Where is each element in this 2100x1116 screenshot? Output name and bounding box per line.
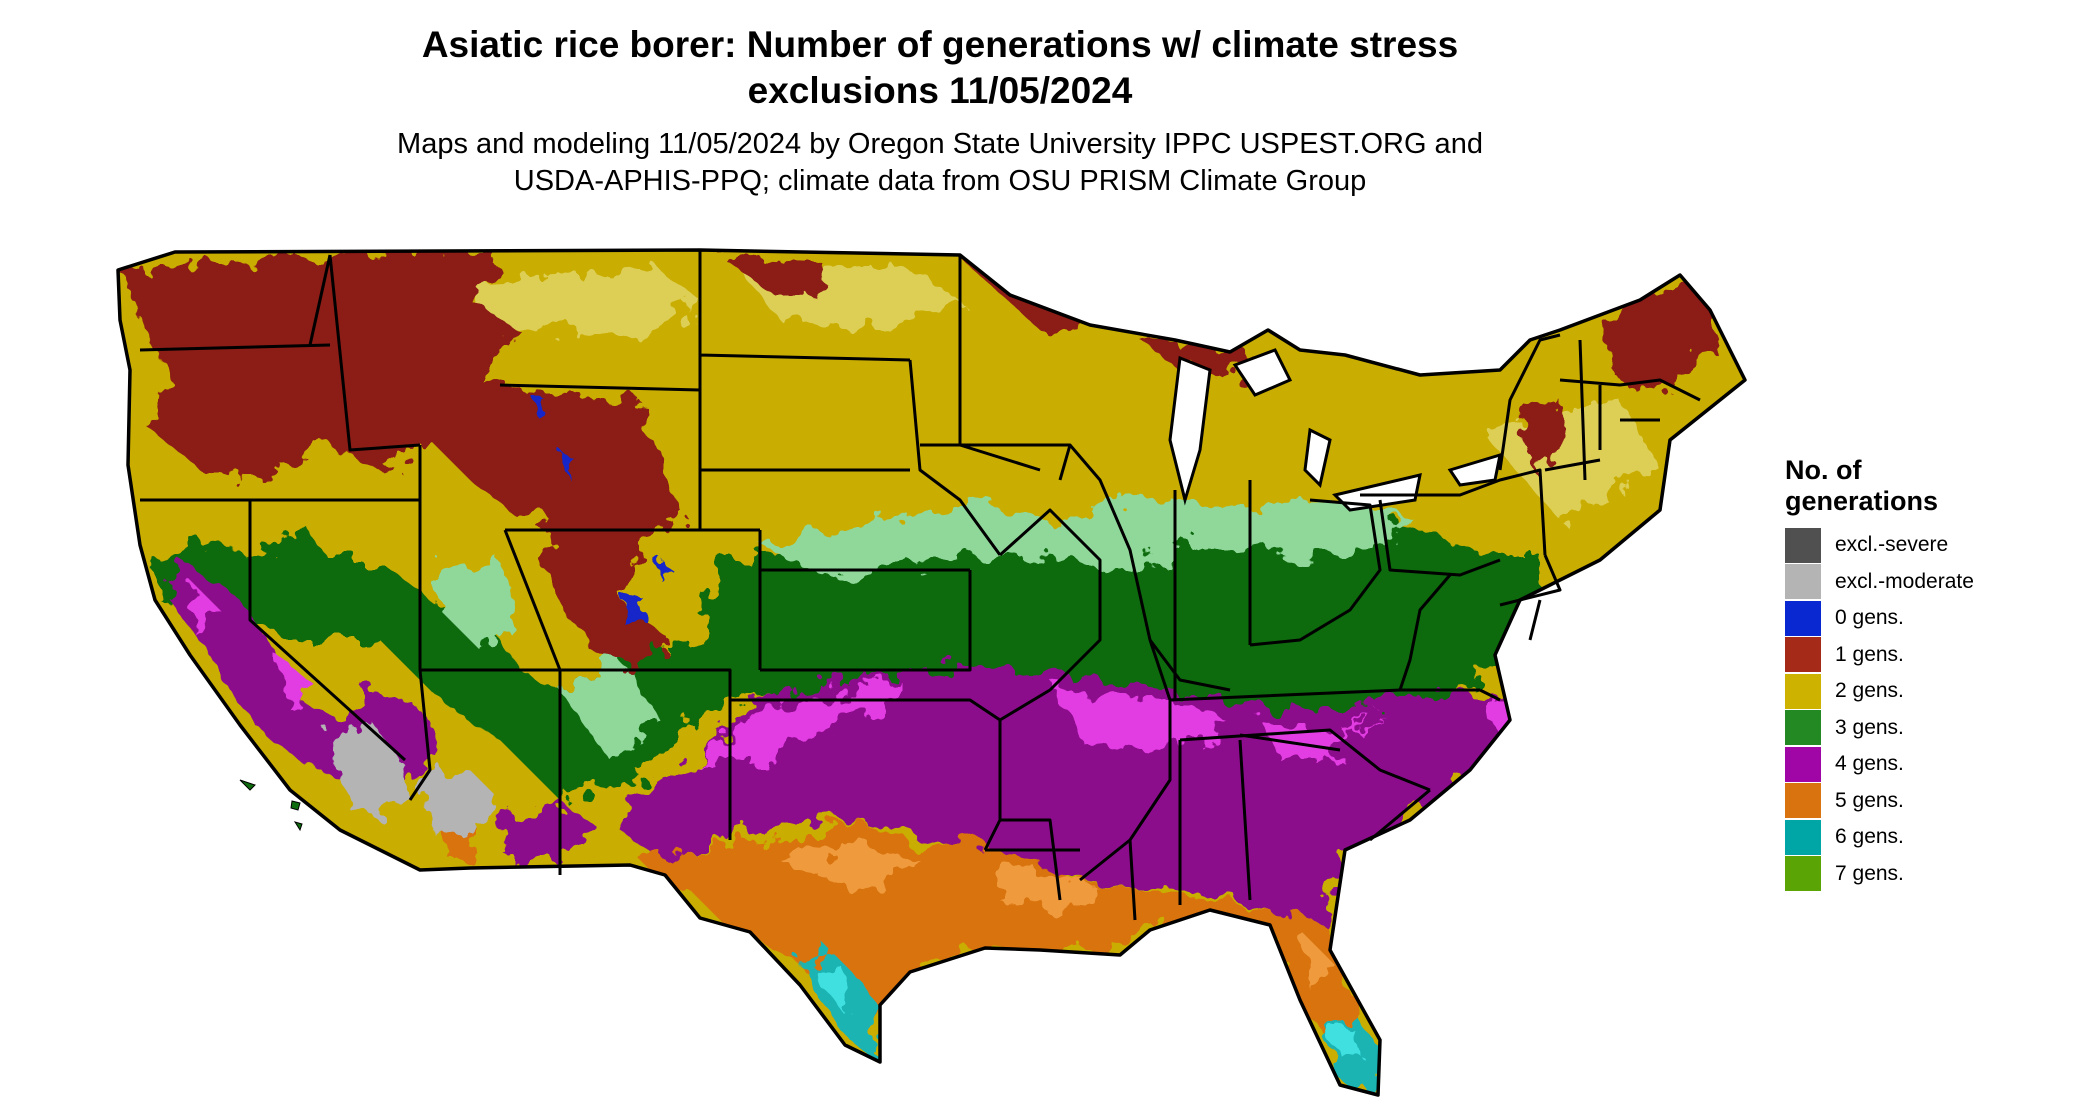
legend-label: 4 gens. xyxy=(1835,752,1904,776)
legend-label: excl.-severe xyxy=(1835,533,1949,557)
generation-zones xyxy=(118,250,1745,1095)
zone-5-generations-light xyxy=(780,840,1330,990)
east-lines xyxy=(1173,333,1701,842)
legend-label: 6 gens. xyxy=(1835,825,1904,849)
zone-4-generations-light xyxy=(190,580,1520,760)
map-subtitle-line-1: Maps and modeling 11/05/2024 by Oregon S… xyxy=(397,128,1483,160)
legend-title-line-2: generations xyxy=(1785,486,1939,516)
legend-title-line-1: No. of xyxy=(1785,455,1862,485)
legend-label: 2 gens. xyxy=(1835,679,1904,703)
legend-item: excl.-moderate xyxy=(1785,564,2085,601)
legend-item: 1 gens. xyxy=(1785,637,2085,674)
map-subtitle: Maps and modeling 11/05/2024 by Oregon S… xyxy=(250,126,1630,200)
legend-swatch xyxy=(1785,527,1821,563)
legend-label: excl.-moderate xyxy=(1835,569,1974,593)
map-title-line-1: Asiatic rice borer: Number of generation… xyxy=(421,24,1459,65)
legend-label: 1 gens. xyxy=(1835,642,1904,666)
legend-item: 7 gens. xyxy=(1785,856,2085,893)
legend-item: 5 gens. xyxy=(1785,783,2085,820)
zone-1-generation-rockies xyxy=(510,390,690,680)
us-outline xyxy=(116,248,1747,1097)
legend-swatch xyxy=(1785,673,1821,709)
central-lines xyxy=(698,255,1431,921)
zone-4-generations xyxy=(170,560,1520,920)
legend-item: 0 gens. xyxy=(1785,600,2085,637)
zone-1-generation-northwest xyxy=(120,250,600,520)
legend-item: 4 gens. xyxy=(1785,746,2085,783)
map-title-line-2: exclusions 11/05/2024 xyxy=(747,70,1133,111)
zone-1-generation-north xyxy=(720,255,1720,470)
channel-islands xyxy=(239,779,303,832)
zone-3-generations-light xyxy=(440,495,1410,760)
legend-swatch xyxy=(1785,746,1821,782)
zone-exclusion-moderate xyxy=(330,720,500,840)
legend-label: 7 gens. xyxy=(1835,861,1904,885)
legend-swatch xyxy=(1785,856,1821,892)
zone-3-generations xyxy=(155,500,1545,800)
legend-swatch xyxy=(1785,564,1821,600)
map-title: Asiatic rice borer: Number of generation… xyxy=(250,22,1630,114)
legend-label: 5 gens. xyxy=(1835,788,1904,812)
legend-item: 2 gens. xyxy=(1785,673,2085,710)
state-boundaries xyxy=(116,248,1747,1097)
legend-swatch xyxy=(1785,637,1821,673)
legend-label: 0 gens. xyxy=(1835,606,1904,630)
legend-swatch xyxy=(1785,819,1821,855)
legend-items: excl.-severe excl.-moderate 0 gens. 1 gens.… xyxy=(1785,527,2085,892)
great-lakes xyxy=(1168,348,1502,512)
legend: No. of generations excl.-severe excl.-mod… xyxy=(1785,455,2085,892)
legend-swatch xyxy=(1785,600,1821,636)
legend-item: excl.-severe xyxy=(1785,527,2085,564)
legend-swatch xyxy=(1785,710,1821,746)
legend-label: 3 gens. xyxy=(1835,715,1904,739)
legend-item: 6 gens. xyxy=(1785,819,2085,856)
legend-swatch xyxy=(1785,783,1821,819)
legend-item: 3 gens. xyxy=(1785,710,2085,747)
legend-title: No. of generations xyxy=(1785,455,2085,517)
map-subtitle-line-2: USDA-APHIS-PPQ; climate data from OSU PR… xyxy=(513,165,1367,197)
